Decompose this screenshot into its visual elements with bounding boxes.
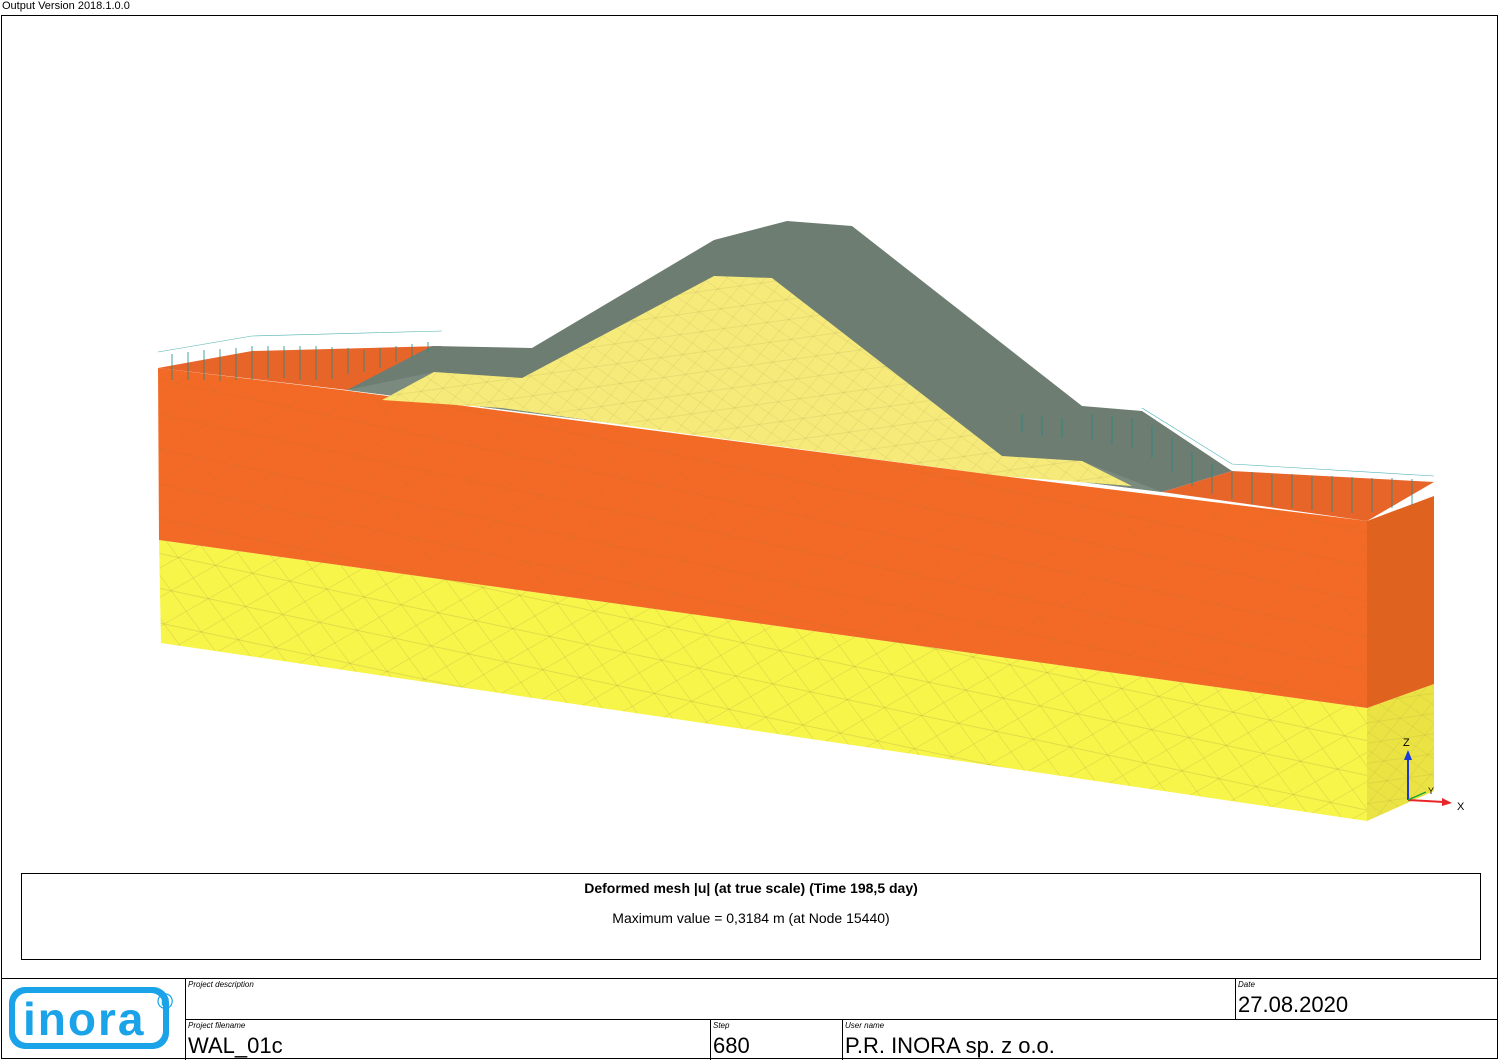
load-arrows-left <box>157 330 443 381</box>
dike-core-mesh <box>382 276 1132 486</box>
project-filename-cell: Project filename WAL_01c <box>186 1020 711 1060</box>
axis-z-label: Z <box>1403 737 1410 749</box>
clay-layer-side <box>1367 496 1434 708</box>
logo-registered-mark: ® <box>157 989 173 1014</box>
clay-layer-front-mesh <box>158 368 1367 708</box>
step-label: Step <box>713 1021 730 1030</box>
plot-frame <box>1 15 1498 1059</box>
user-name-label: User name <box>845 1021 885 1030</box>
sand-layer-front-mesh <box>159 540 1367 821</box>
step-value: 680 <box>713 1033 750 1058</box>
axis-x-label: X <box>1457 801 1465 813</box>
project-filename-value: WAL_01c <box>188 1033 283 1058</box>
caption-title: Deformed mesh |u| (at true scale) (Time … <box>584 880 918 896</box>
caption-subtitle: Maximum value = 0,3184 m (at Node 15440) <box>612 910 890 926</box>
project-filename-label: Project filename <box>188 1021 246 1030</box>
load-arrows-right <box>1021 407 1435 513</box>
axis-indicator: Z Y X <box>1403 737 1465 813</box>
project-description-cell: Project description <box>186 979 1236 1020</box>
logo-text: inora <box>23 993 145 1045</box>
date-cell: Date 27.08.2020 <box>1236 979 1498 1020</box>
user-name-cell: User name P.R. INORA sp. z o.o. <box>843 1020 1498 1060</box>
model-viewport[interactable]: Z Y X <box>2 16 1497 866</box>
step-cell: Step 680 <box>711 1020 843 1060</box>
logo-cell: inora ® <box>1 979 186 1060</box>
title-block: inora ® Project description Date 27.08.2… <box>1 978 1498 1060</box>
axis-y-label: Y <box>1428 786 1434 796</box>
user-name-value: P.R. INORA sp. z o.o. <box>845 1033 1055 1058</box>
sand-layer-side-mesh <box>1367 684 1434 821</box>
clay-top-right <box>1162 471 1434 521</box>
version-label: Output Version 2018.1.0.0 <box>2 0 130 12</box>
inora-logo: inora ® <box>9 987 173 1049</box>
date-value: 27.08.2020 <box>1238 992 1349 1017</box>
date-label: Date <box>1238 980 1255 989</box>
project-description-label: Project description <box>188 980 254 989</box>
result-caption: Deformed mesh |u| (at true scale) (Time … <box>21 873 1481 960</box>
